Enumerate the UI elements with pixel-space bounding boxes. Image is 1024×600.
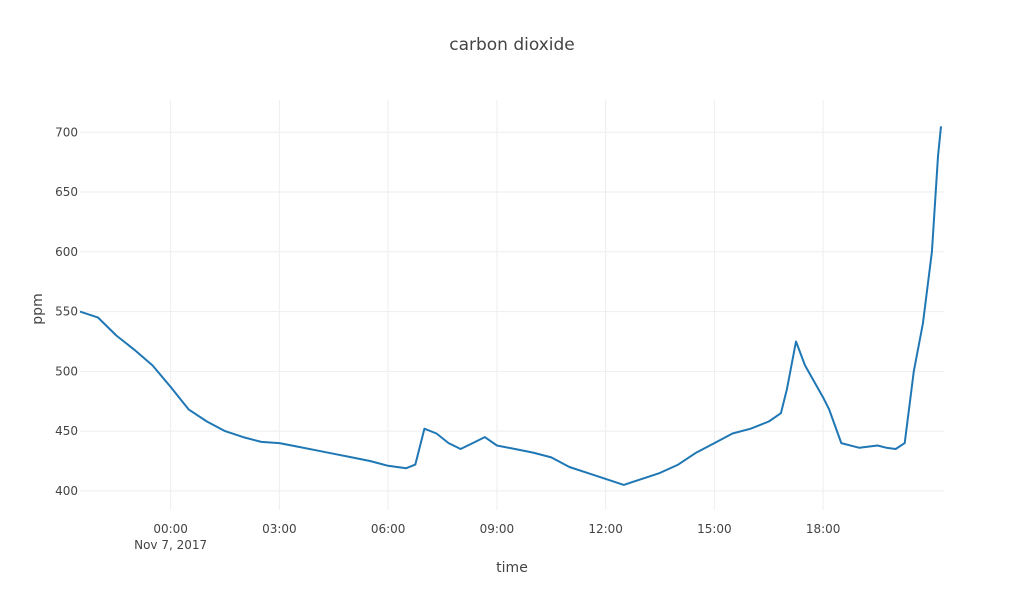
y-tick-label: 600 bbox=[55, 245, 78, 259]
y-tick-label: 650 bbox=[55, 185, 78, 199]
x-tick-label: 15:00 bbox=[697, 522, 732, 536]
x-tick-label: 06:00 bbox=[371, 522, 406, 536]
x-axis-tick-labels: 00:00 Nov 7, 2017 03:00 06:00 09:00 12:00 15:0… bbox=[134, 522, 840, 552]
y-tick-label: 500 bbox=[55, 364, 78, 378]
x-tick-label: 09:00 bbox=[480, 522, 515, 536]
y-tick-label: 400 bbox=[55, 484, 78, 498]
y-tick-label: 550 bbox=[55, 305, 78, 319]
y-tick-label: 450 bbox=[55, 424, 78, 438]
x-tick-date-label: Nov 7, 2017 bbox=[134, 538, 207, 552]
chart-title: carbon dioxide bbox=[449, 35, 575, 55]
co2-series-line bbox=[79, 126, 942, 486]
plot-area bbox=[79, 126, 942, 486]
y-tick-label: 700 bbox=[55, 125, 78, 139]
x-tick-label: 12:00 bbox=[588, 522, 623, 536]
y-axis-tick-labels: 400 450 500 550 600 650 700 bbox=[55, 125, 78, 498]
y-axis-title: ppm bbox=[30, 293, 46, 324]
x-tick-label: 18:00 bbox=[806, 522, 841, 536]
x-tick-label: 03:00 bbox=[262, 522, 297, 536]
x-gridlines bbox=[170, 100, 824, 510]
x-axis-title: time bbox=[496, 560, 528, 576]
x-tick-label: 00:00 bbox=[153, 522, 188, 536]
y-gridlines bbox=[80, 131, 944, 492]
